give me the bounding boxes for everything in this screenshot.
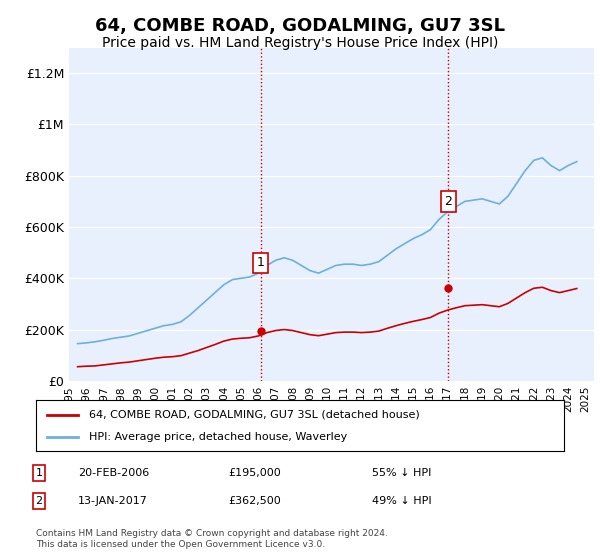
- Text: Contains HM Land Registry data © Crown copyright and database right 2024.
This d: Contains HM Land Registry data © Crown c…: [36, 529, 388, 549]
- Text: 64, COMBE ROAD, GODALMING, GU7 3SL (detached house): 64, COMBE ROAD, GODALMING, GU7 3SL (deta…: [89, 409, 419, 419]
- Text: 13-JAN-2017: 13-JAN-2017: [78, 496, 148, 506]
- Text: £195,000: £195,000: [228, 468, 281, 478]
- Text: 20-FEB-2006: 20-FEB-2006: [78, 468, 149, 478]
- Text: 2: 2: [35, 496, 43, 506]
- Text: HPI: Average price, detached house, Waverley: HPI: Average price, detached house, Wave…: [89, 432, 347, 442]
- Text: 55% ↓ HPI: 55% ↓ HPI: [372, 468, 431, 478]
- Text: 2: 2: [445, 195, 452, 208]
- Text: 1: 1: [35, 468, 43, 478]
- Text: 64, COMBE ROAD, GODALMING, GU7 3SL: 64, COMBE ROAD, GODALMING, GU7 3SL: [95, 17, 505, 35]
- Text: £362,500: £362,500: [228, 496, 281, 506]
- Text: 49% ↓ HPI: 49% ↓ HPI: [372, 496, 431, 506]
- Text: Price paid vs. HM Land Registry's House Price Index (HPI): Price paid vs. HM Land Registry's House …: [102, 36, 498, 50]
- Text: 1: 1: [257, 256, 265, 269]
